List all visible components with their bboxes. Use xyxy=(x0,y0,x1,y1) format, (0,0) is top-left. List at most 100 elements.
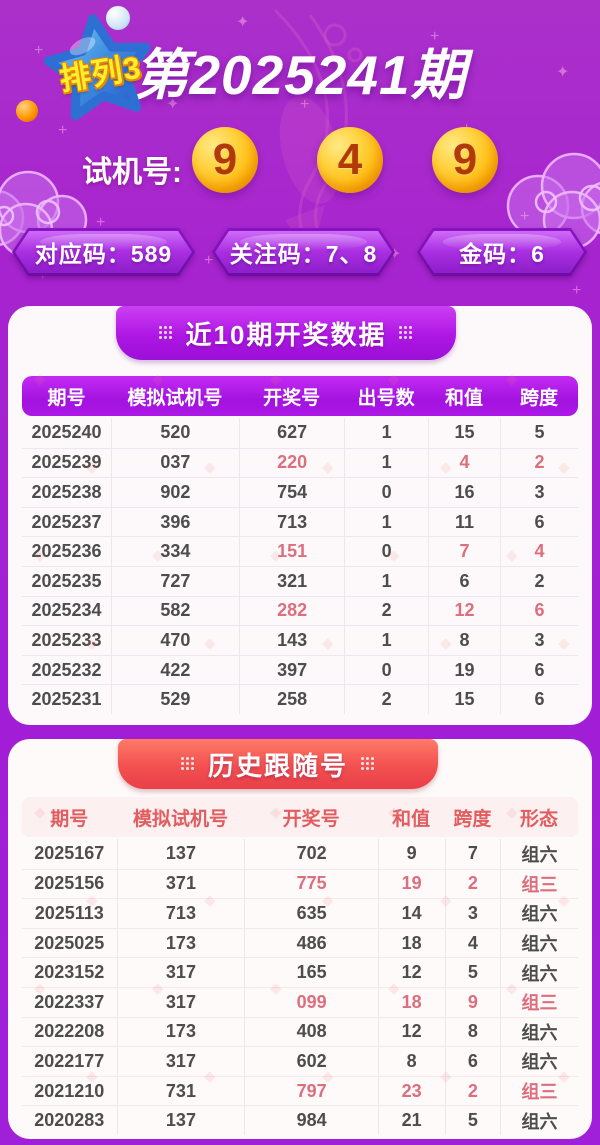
table-cell: 4 xyxy=(500,537,578,566)
table-cell: 486 xyxy=(244,928,377,958)
logo-star-icon xyxy=(43,14,151,121)
table-cell: 0 xyxy=(344,478,427,507)
table-cell: 396 xyxy=(110,507,239,537)
sparkle-decoration: + xyxy=(572,282,582,299)
column-header: 期号 xyxy=(47,387,86,409)
table-cell: 组六 xyxy=(500,899,578,928)
column-header: 模拟试机号 xyxy=(132,808,228,830)
table-cell: 2025233 xyxy=(31,629,102,650)
table-cell: 0 xyxy=(344,537,427,566)
table-row: 2025156 371 775 19 2 组三 xyxy=(22,868,578,899)
pill-duiyingma: 对应码：589 xyxy=(12,228,195,276)
recent-draws-title-banner: 近10期开奖数据 xyxy=(116,306,456,360)
column-header: 开奖号 xyxy=(282,808,340,830)
column-header: 模拟试机号 xyxy=(127,387,223,409)
table-cell: 6 xyxy=(427,566,500,596)
table-cell: 19 xyxy=(377,869,445,899)
table-cell: 2025238 xyxy=(31,481,102,502)
table-row: 2025232 422 397 0 19 6 xyxy=(22,654,578,685)
table-cell: 组六 xyxy=(500,1017,578,1047)
table-cell: 713 xyxy=(116,899,245,928)
table-cell: 11 xyxy=(427,507,500,537)
table-cell: 5 xyxy=(444,958,501,987)
table-row: 2025167 137 702 9 7 组六 xyxy=(22,839,578,869)
table-cell: 037 xyxy=(110,448,239,478)
table-cell: 2025231 xyxy=(31,689,102,710)
white-ball-decoration xyxy=(106,6,130,30)
history-title: 历史跟随号 xyxy=(207,750,348,781)
table-cell: 520 xyxy=(110,418,239,448)
table-cell: 754 xyxy=(238,478,345,507)
table-cell: 220 xyxy=(238,448,345,478)
table-cell: 4 xyxy=(427,448,500,478)
table-cell: 2025235 xyxy=(31,570,102,591)
table-cell: 12 xyxy=(427,596,500,626)
table-cell: 408 xyxy=(244,1017,377,1047)
table-cell: 2025156 xyxy=(34,873,105,894)
dots-ornament-icon xyxy=(399,326,413,340)
table-cell: 470 xyxy=(110,626,239,655)
column-header: 跨度 xyxy=(520,387,559,409)
table-cell: 15 xyxy=(427,685,500,714)
dots-ornament-icon xyxy=(361,757,375,771)
column-header: 和值 xyxy=(444,387,483,409)
table-cell: 1 xyxy=(344,626,427,655)
table-row: 2025236 334 151 0 7 4 xyxy=(22,536,578,566)
table-cell: 317 xyxy=(116,1047,245,1076)
test-ball-number: 9 xyxy=(452,135,478,184)
recent-table-body: 2025240 520 627 1 15 5 2025239 037 220 1 4 2 2025238… xyxy=(22,418,578,714)
column-header: 开奖号 xyxy=(263,387,321,409)
table-cell: 2021210 xyxy=(34,1080,105,1101)
table-cell: 9 xyxy=(377,839,445,869)
table-cell: 0 xyxy=(344,655,427,685)
issue-title: 第2025241期 xyxy=(133,44,467,106)
table-row: 2020283 137 984 21 5 组六 xyxy=(22,1105,578,1135)
test-ball: 4 xyxy=(317,127,383,193)
table-cell: 15 xyxy=(427,418,500,448)
table-row: 2025233 470 143 1 8 3 xyxy=(22,625,578,655)
pill-label: 对应码：589 xyxy=(34,241,173,267)
table-cell: 422 xyxy=(110,655,239,685)
table-row: 2025025 173 486 18 4 组六 xyxy=(22,927,578,958)
table-cell: 173 xyxy=(116,928,245,958)
column-header: 跨度 xyxy=(453,808,492,830)
table-cell: 2025025 xyxy=(34,932,105,953)
pill-label: 金码：6 xyxy=(459,241,545,267)
table-cell: 23 xyxy=(377,1076,445,1106)
table-cell: 7 xyxy=(427,537,500,566)
table-cell: 组六 xyxy=(500,928,578,958)
table-cell: 7 xyxy=(444,839,501,869)
column-header: 期号 xyxy=(50,808,89,830)
table-cell: 组三 xyxy=(500,1076,578,1106)
table-row: 2025239 037 220 1 4 2 xyxy=(22,447,578,478)
table-cell: 317 xyxy=(116,958,245,987)
table-cell: 2020283 xyxy=(34,1110,105,1131)
recent-draws-title: 近10期开奖数据 xyxy=(185,319,387,350)
table-cell: 4 xyxy=(444,928,501,958)
table-cell: 3 xyxy=(500,626,578,655)
table-cell: 19 xyxy=(427,655,500,685)
table-cell: 582 xyxy=(110,596,239,626)
table-cell: 组六 xyxy=(500,1047,578,1076)
table-cell: 775 xyxy=(244,869,377,899)
table-cell: 282 xyxy=(238,596,345,626)
test-ball-number: 9 xyxy=(212,135,238,184)
table-cell: 12 xyxy=(377,958,445,987)
table-cell: 组三 xyxy=(500,869,578,899)
table-cell: 627 xyxy=(238,418,345,448)
table-cell: 3 xyxy=(444,899,501,928)
table-cell: 2025239 xyxy=(31,452,102,473)
table-cell: 702 xyxy=(244,839,377,869)
table-cell: 2025232 xyxy=(31,659,102,680)
table-cell: 2022208 xyxy=(34,1021,105,1042)
table-cell: 1 xyxy=(344,448,427,478)
table-cell: 334 xyxy=(110,537,239,566)
table-cell: 258 xyxy=(238,685,345,714)
table-cell: 8 xyxy=(427,626,500,655)
table-cell: 2 xyxy=(444,1076,501,1106)
orange-ball-decoration xyxy=(16,100,38,122)
table-cell: 2025113 xyxy=(34,902,104,923)
table-cell: 2022337 xyxy=(34,991,105,1012)
table-cell: 635 xyxy=(244,899,377,928)
